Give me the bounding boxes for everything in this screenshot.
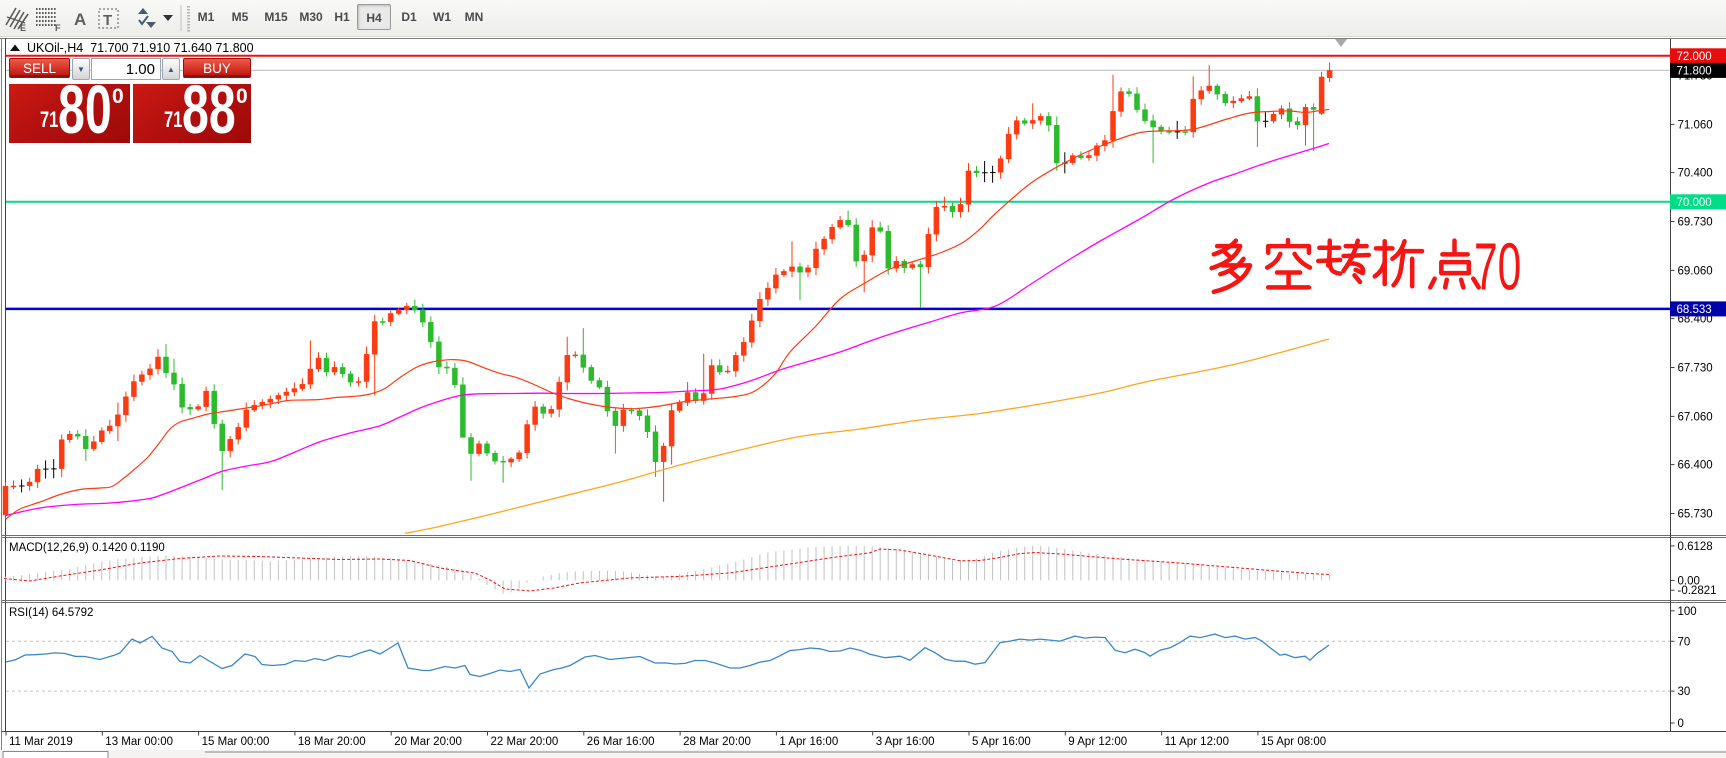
svg-text:72.000: 72.000 [1677, 51, 1712, 63]
svg-text:E: E [20, 23, 26, 33]
svg-text:13 Mar 00:00: 13 Mar 00:00 [105, 736, 173, 748]
svg-text:67.060: 67.060 [1678, 411, 1713, 423]
svg-text:68.533: 68.533 [1677, 304, 1712, 316]
svg-text:20 Mar 20:00: 20 Mar 20:00 [394, 736, 462, 748]
svg-text:30: 30 [1678, 686, 1691, 698]
svg-text:66.400: 66.400 [1678, 460, 1713, 472]
svg-text:F: F [55, 23, 61, 33]
svg-text:9 Apr 12:00: 9 Apr 12:00 [1068, 736, 1127, 748]
svg-text:11 Apr 12:00: 11 Apr 12:00 [1165, 736, 1229, 748]
svg-text:71.800: 71.800 [1677, 65, 1712, 77]
svg-text:MACD(12,26,9) 0.1420 0.1190: MACD(12,26,9) 0.1420 0.1190 [9, 542, 165, 554]
svg-text:22 Mar 20:00: 22 Mar 20:00 [491, 736, 559, 748]
svg-text:0: 0 [1678, 718, 1684, 730]
svg-text:1 Apr 16:00: 1 Apr 16:00 [779, 736, 838, 748]
svg-text:26 Mar 16:00: 26 Mar 16:00 [587, 736, 655, 748]
svg-text:70.000: 70.000 [1677, 197, 1712, 209]
svg-text:0.6128: 0.6128 [1678, 541, 1713, 553]
svg-text:UKOil-,H4 71.700 71.910 71.64: UKOil-,H4 71.700 71.910 71.640 71.800 [27, 41, 254, 55]
svg-text:T: T [103, 12, 112, 29]
svg-text:70: 70 [1474, 229, 1521, 304]
svg-text:15 Mar 00:00: 15 Mar 00:00 [202, 736, 270, 748]
svg-text:100: 100 [1678, 606, 1697, 618]
svg-text:70.400: 70.400 [1678, 168, 1713, 180]
svg-text:69.060: 69.060 [1678, 265, 1713, 277]
svg-text:3 Apr 16:00: 3 Apr 16:00 [876, 736, 935, 748]
svg-text:0.00: 0.00 [1678, 575, 1700, 587]
svg-text:70: 70 [1678, 636, 1691, 648]
svg-text:18 Mar 20:00: 18 Mar 20:00 [298, 736, 366, 748]
svg-text:28 Mar 20:00: 28 Mar 20:00 [683, 736, 751, 748]
svg-text:67.730: 67.730 [1678, 363, 1713, 375]
svg-text:68.400: 68.400 [1678, 314, 1713, 326]
svg-text:71.060: 71.060 [1678, 119, 1713, 131]
svg-text:65.730: 65.730 [1678, 509, 1713, 521]
svg-text:15 Apr 08:00: 15 Apr 08:00 [1261, 736, 1326, 748]
svg-text:5 Apr 16:00: 5 Apr 16:00 [972, 736, 1031, 748]
svg-text:11 Mar 2019: 11 Mar 2019 [9, 736, 73, 748]
svg-text:-0.2821: -0.2821 [1678, 585, 1717, 597]
svg-text:69.730: 69.730 [1678, 217, 1713, 229]
svg-text:A: A [74, 10, 86, 29]
svg-text:RSI(14) 64.5792: RSI(14) 64.5792 [9, 607, 93, 619]
